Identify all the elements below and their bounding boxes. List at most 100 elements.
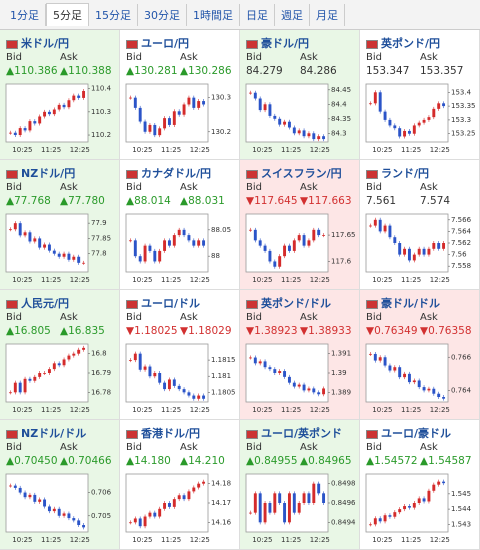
tab[interactable]: 週足 <box>275 3 310 26</box>
candle-body <box>62 513 66 516</box>
mini-chart: 1.391 1.39 1.389 10:25 11:25 12:25 <box>245 343 351 414</box>
candle-body <box>407 373 411 383</box>
rate-panel[interactable]: スイスフラン/円 Bid Ask ▼117.645 ▼117.663 117.65 117.… <box>240 160 360 290</box>
x-tick-label: 11:25 <box>41 536 61 544</box>
candle-body <box>403 373 407 378</box>
rate-panel[interactable]: ユーロ/円 Bid Ask ▲130.281 ▲130.286 130.3 130.2 10:… <box>120 30 240 160</box>
candle-body <box>317 483 321 494</box>
x-tick-label: 12:25 <box>310 276 330 284</box>
x-tick-label: 12:25 <box>430 536 450 544</box>
candle-body <box>62 104 66 108</box>
candle-body <box>182 104 186 115</box>
candle-body <box>82 525 86 528</box>
ask-value: ▲88.031 <box>180 195 225 207</box>
candle-body <box>322 493 326 503</box>
mini-chart: 88.05 88 10:25 11:25 12:25 <box>125 213 231 284</box>
candle-body <box>62 359 66 366</box>
bid-value: ▲0.84955 <box>246 455 298 467</box>
candle-body <box>437 243 441 249</box>
flag-icon <box>366 299 378 309</box>
candle-body <box>128 240 132 242</box>
candle-body <box>8 132 12 134</box>
candle-body <box>138 107 142 122</box>
tab[interactable]: 月足 <box>310 3 345 26</box>
bid-value: ▲130.281 <box>126 65 178 77</box>
candle-body <box>138 518 142 527</box>
tab[interactable]: 30分足 <box>138 3 187 26</box>
flag-icon <box>126 429 138 439</box>
candle-body <box>307 388 311 391</box>
candle-body <box>163 118 167 129</box>
candle-body <box>82 347 86 350</box>
candle-body <box>43 373 47 374</box>
candle-body <box>302 235 306 246</box>
rate-panel[interactable]: 英ポンド/ドル Bid Ask ▼1.38923 ▼1.38933 1.391 1.39 1.… <box>240 290 360 420</box>
candle-body <box>172 111 176 125</box>
y-tick-label: 1.1815 <box>211 356 236 364</box>
candle-body <box>148 124 152 132</box>
rate-panel[interactable]: ユーロ/英ポンド Bid Ask ▲0.84955 ▲0.84965 0.8498 0.84… <box>240 420 360 550</box>
candle-body <box>143 516 147 527</box>
candle-body <box>13 382 17 393</box>
candle-body <box>172 235 176 246</box>
ask-value: ▲110.388 <box>60 65 112 77</box>
rate-panel[interactable]: 人民元/円 Bid Ask ▲16.805 ▲16.835 16.8 16.79 16.78 1… <box>0 290 120 420</box>
ask-label: Ask <box>300 442 318 453</box>
candle-body <box>158 128 162 136</box>
y-tick-label: 16.8 <box>91 350 107 358</box>
y-tick-label: 0.8498 <box>331 480 356 488</box>
rate-panel[interactable]: 英ポンド/円 Bid Ask 153.347 153.357 153.4 153.35 153… <box>360 30 480 160</box>
rate-panel[interactable]: 豪ドル/ドル Bid Ask ▼0.76349 ▼0.76358 0.766 0.764 10… <box>360 290 480 420</box>
candle-body <box>197 483 201 488</box>
rate-panel[interactable]: NZドル/円 Bid Ask ▲77.768 ▲77.780 77.9 77.85 77.8 1… <box>0 160 120 290</box>
y-tick-label: 84.35 <box>331 115 351 123</box>
candle-body <box>307 493 311 503</box>
x-tick-label: 12:25 <box>310 146 330 154</box>
candle-body <box>287 121 291 128</box>
flag-icon <box>366 39 378 49</box>
rate-panel[interactable]: ランド/円 Bid Ask 7.561 7.574 7.566 7.564 7.562 7.56… <box>360 160 480 290</box>
mini-chart: 0.706 0.705 10:25 11:25 12:25 <box>5 473 112 544</box>
candle-body <box>23 378 27 393</box>
panel-title: 英ポンド/ドル <box>246 295 331 311</box>
bid-label: Bid <box>126 312 142 323</box>
candle-body <box>47 244 51 251</box>
candle-body <box>38 499 42 502</box>
flag-icon <box>366 429 378 439</box>
ask-value: 7.574 <box>420 195 451 207</box>
tab[interactable]: 日足 <box>240 3 275 26</box>
pair-name: ユーロ/英ポンド <box>261 427 343 440</box>
pair-name: ユーロ/円 <box>141 37 190 50</box>
candle-body <box>383 515 387 522</box>
candle-body <box>13 132 17 136</box>
plot-area <box>365 343 449 403</box>
bid-value: ▼0.76349 <box>366 325 418 337</box>
candle-body <box>187 97 191 105</box>
ask-value: 153.357 <box>420 65 464 77</box>
candle-body <box>312 133 316 140</box>
tab[interactable]: 15分足 <box>89 3 138 26</box>
candle-body <box>202 101 206 105</box>
tab[interactable]: 1分足 <box>4 3 46 26</box>
candle-body <box>268 250 272 262</box>
rate-panel[interactable]: カナダドル/円 Bid Ask ▲88.014 ▲88.031 88.05 88 10:25 1… <box>120 160 240 290</box>
candle-body <box>23 232 27 236</box>
rate-panel[interactable]: 豪ドル/円 Bid Ask 84.279 84.286 84.45 84.4 84.35 84.… <box>240 30 360 160</box>
ask-label: Ask <box>60 52 78 63</box>
flag-icon <box>246 299 258 309</box>
rate-panel[interactable]: 米ドル/円 Bid Ask ▲110.386 ▲110.388 110.4 110.3 110… <box>0 30 120 160</box>
tab[interactable]: 5分足 <box>46 3 89 26</box>
candle-body <box>28 232 32 242</box>
y-tick-label: 1.391 <box>331 350 351 358</box>
rate-panel[interactable]: 香港ドル/円 Bid Ask ▲14.180 ▲14.210 14.18 14.17 14.1… <box>120 420 240 550</box>
tab[interactable]: 1時間足 <box>187 3 240 26</box>
candle-body <box>258 361 262 364</box>
rate-panel[interactable]: ユーロ/ドル Bid Ask ▼1.18025 ▼1.18029 1.1815 1.181 1… <box>120 290 240 420</box>
rate-panel[interactable]: ユーロ/豪ドル Bid Ask ▲1.54572 ▲1.54587 1.545 1.544 1… <box>360 420 480 550</box>
candle-body <box>67 253 71 260</box>
bid-value: 7.561 <box>366 195 397 207</box>
flag-icon <box>6 169 18 179</box>
rate-panel[interactable]: NZドル/ドル Bid Ask ▲0.70450 ▲0.70466 0.706 0.705 1… <box>0 420 120 550</box>
candle-body <box>287 245 291 251</box>
bid-label: Bid <box>366 312 382 323</box>
